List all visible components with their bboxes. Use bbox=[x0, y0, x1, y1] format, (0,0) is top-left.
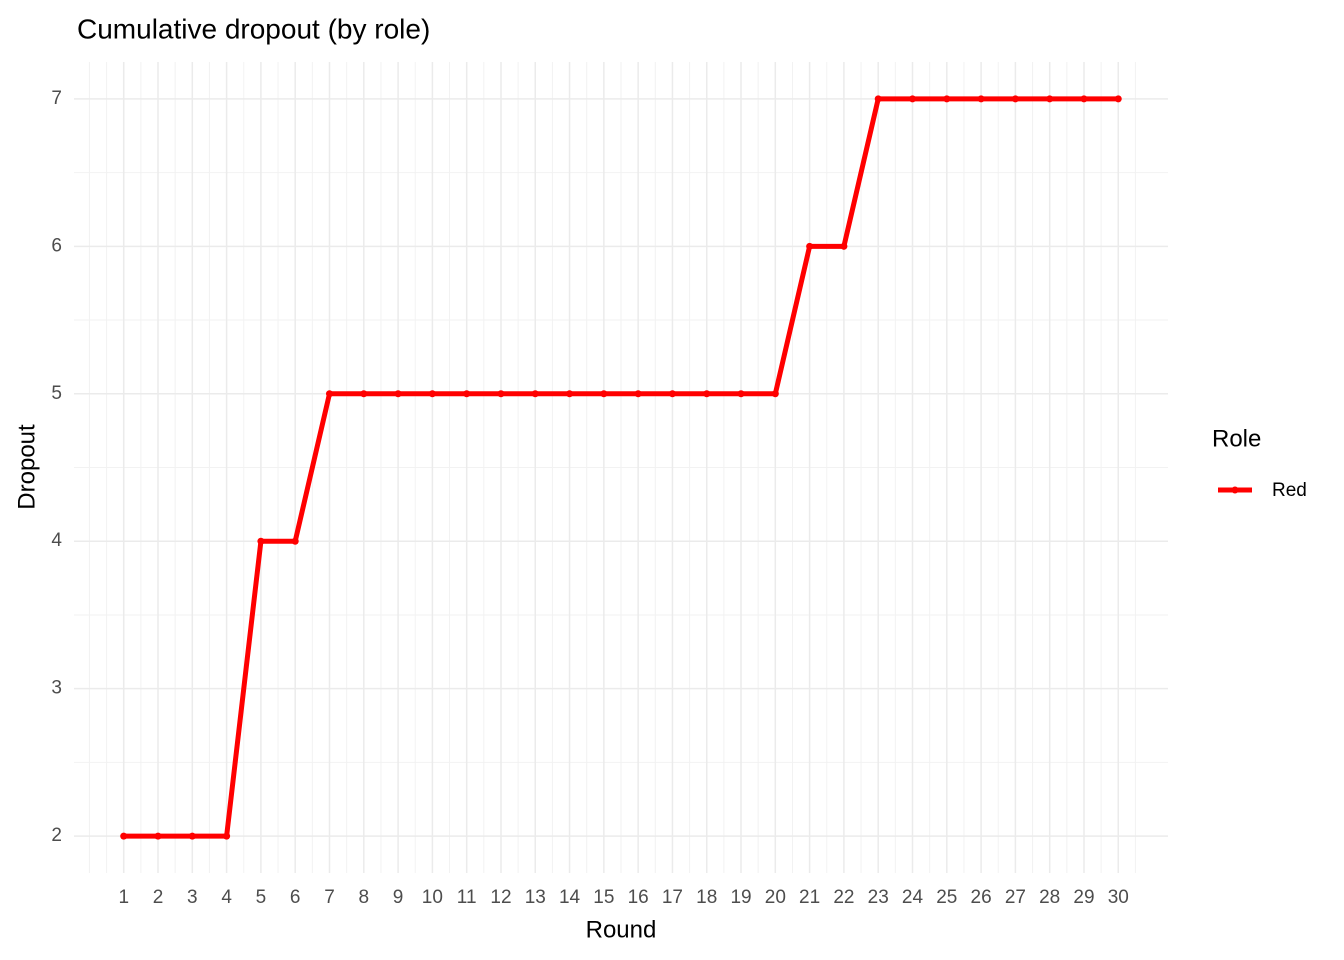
data-point bbox=[1046, 95, 1054, 103]
data-point bbox=[600, 390, 608, 398]
x-tick-label: 15 bbox=[593, 887, 614, 908]
data-point bbox=[943, 95, 951, 103]
data-point bbox=[840, 242, 848, 250]
data-point bbox=[291, 537, 299, 545]
x-tick-label: 13 bbox=[525, 887, 546, 908]
legend-title: Role bbox=[1212, 425, 1261, 452]
x-tick-label: 4 bbox=[221, 887, 232, 908]
x-tick-label: 14 bbox=[559, 887, 581, 908]
data-point bbox=[531, 390, 539, 398]
x-tick-label: 19 bbox=[730, 887, 751, 908]
x-tick-label: 30 bbox=[1108, 887, 1129, 908]
data-point bbox=[977, 95, 985, 103]
x-axis-label: Round bbox=[586, 916, 657, 943]
x-tick-label: 20 bbox=[765, 887, 786, 908]
x-tick-label: 16 bbox=[628, 887, 649, 908]
data-line bbox=[123, 96, 1119, 839]
y-tick-label: 4 bbox=[51, 530, 62, 551]
data-point bbox=[1080, 95, 1088, 103]
x-tick-label: 22 bbox=[833, 887, 854, 908]
x-tick-label: 9 bbox=[393, 887, 404, 908]
y-axis-label: Dropout bbox=[13, 424, 40, 510]
x-tick-label: 24 bbox=[902, 887, 924, 908]
data-point bbox=[1011, 95, 1019, 103]
data-point bbox=[874, 95, 882, 103]
x-tick-label: 2 bbox=[153, 887, 164, 908]
y-tick-label: 3 bbox=[51, 678, 62, 699]
x-tick-label: 5 bbox=[256, 887, 267, 908]
x-tick-label: 12 bbox=[490, 887, 511, 908]
y-tick-label: 7 bbox=[51, 88, 62, 109]
data-point bbox=[463, 390, 471, 398]
x-tick-label: 17 bbox=[662, 887, 683, 908]
x-tick-label: 6 bbox=[290, 887, 301, 908]
y-tick-label: 2 bbox=[51, 825, 62, 846]
x-tick-label: 8 bbox=[359, 887, 370, 908]
x-tick-label: 23 bbox=[868, 887, 889, 908]
data-point bbox=[428, 390, 436, 398]
data-point bbox=[394, 390, 402, 398]
legend-key-point bbox=[1231, 486, 1239, 494]
data-point bbox=[154, 832, 162, 840]
data-point bbox=[703, 390, 711, 398]
data-point bbox=[223, 832, 231, 840]
data-point bbox=[257, 537, 265, 545]
data-point bbox=[120, 832, 128, 840]
data-point bbox=[188, 832, 196, 840]
x-tick-label: 10 bbox=[422, 887, 443, 908]
x-tick-label: 29 bbox=[1073, 887, 1094, 908]
y-tick-label: 5 bbox=[51, 383, 62, 404]
x-tick-label: 11 bbox=[457, 887, 477, 908]
x-tick-label: 21 bbox=[799, 887, 820, 908]
data-point bbox=[566, 390, 574, 398]
x-tick-label: 3 bbox=[187, 887, 198, 908]
data-point bbox=[497, 390, 505, 398]
x-tick-label: 26 bbox=[971, 887, 992, 908]
y-tick-label: 6 bbox=[51, 235, 62, 256]
data-point bbox=[806, 242, 814, 250]
data-point bbox=[634, 390, 642, 398]
x-tick-label: 27 bbox=[1005, 887, 1026, 908]
x-tick-label: 7 bbox=[324, 887, 335, 908]
data-point bbox=[771, 390, 779, 398]
chart-title: Cumulative dropout (by role) bbox=[77, 13, 430, 44]
x-tick-label: 28 bbox=[1039, 887, 1060, 908]
data-point bbox=[325, 390, 333, 398]
data-point bbox=[909, 95, 917, 103]
x-tick-label: 18 bbox=[696, 887, 717, 908]
data-point bbox=[360, 390, 368, 398]
x-tick-label: 1 bbox=[118, 887, 129, 908]
data-point bbox=[668, 390, 676, 398]
x-tick-label: 25 bbox=[936, 887, 957, 908]
legend-label: Red bbox=[1272, 480, 1307, 501]
data-point bbox=[737, 390, 745, 398]
data-point bbox=[1114, 95, 1122, 103]
